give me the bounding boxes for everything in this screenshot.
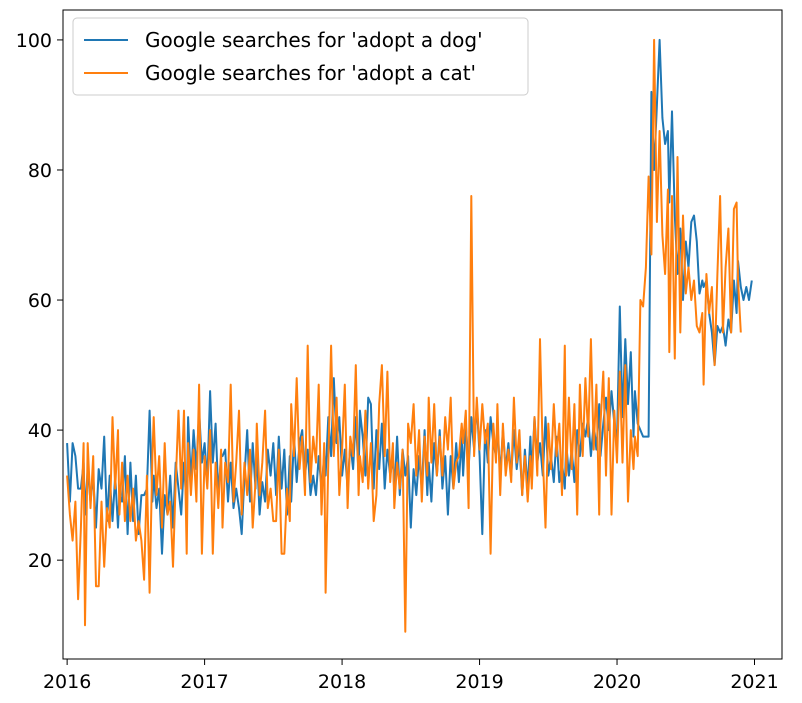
y-tick-label: 80 <box>28 160 52 182</box>
x-tick-label: 2016 <box>43 671 91 693</box>
y-axis: 20 40 60 80 100 <box>16 30 63 572</box>
legend-label-cat: Google searches for 'adopt a cat' <box>145 61 476 85</box>
x-axis: 2016 2017 2018 2019 2020 2021 <box>43 659 779 693</box>
legend-label-dog: Google searches for 'adopt a dog' <box>145 28 483 52</box>
y-tick-label: 100 <box>16 30 52 52</box>
series-line-0 <box>66 38 753 555</box>
series-layer <box>66 38 753 633</box>
x-tick-label: 2021 <box>730 671 778 693</box>
legend-frame <box>72 17 529 96</box>
x-tick-label: 2018 <box>318 671 366 693</box>
y-tick-label: 40 <box>28 420 52 442</box>
series-line-1 <box>66 38 742 633</box>
x-tick-label: 2017 <box>180 671 228 693</box>
plot-frame <box>62 9 783 660</box>
x-tick-label: 2020 <box>593 671 641 693</box>
y-tick-label: 60 <box>28 290 52 312</box>
x-tick-label: 2019 <box>455 671 503 693</box>
y-tick-label: 20 <box>28 550 52 572</box>
legend: Google searches for 'adopt a dog' Google… <box>72 17 529 96</box>
